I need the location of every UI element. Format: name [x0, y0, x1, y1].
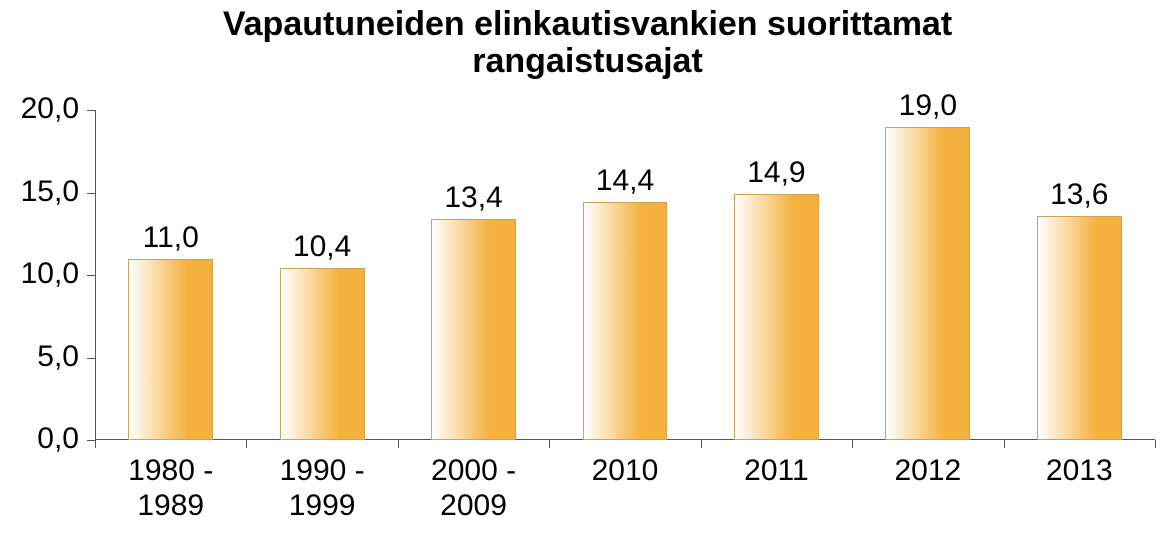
- bar-chart: Vapautuneiden elinkautisvankien suoritta…: [0, 0, 1175, 551]
- y-tick-label: 15,0: [0, 175, 79, 209]
- x-tick-mark: [549, 440, 550, 448]
- y-tick-label: 20,0: [0, 92, 79, 126]
- bar-value-label: 10,4: [293, 230, 351, 264]
- x-tick-mark: [246, 440, 247, 448]
- x-tick-mark: [398, 440, 399, 448]
- x-tick-label: 1990 - 1999: [246, 454, 397, 523]
- bar-rect: [583, 202, 668, 440]
- y-tick-mark: [87, 358, 95, 359]
- y-tick-label: 0,0: [0, 422, 79, 456]
- bar-value-label: 14,4: [596, 164, 654, 198]
- bar-rect: [280, 268, 365, 440]
- chart-title: Vapautuneiden elinkautisvankien suoritta…: [0, 6, 1175, 81]
- y-tick-mark: [87, 275, 95, 276]
- bar: 13,6: [1037, 110, 1122, 440]
- bar-value-label: 11,0: [143, 221, 199, 255]
- bar: 13,4: [431, 110, 516, 440]
- bar: 14,4: [583, 110, 668, 440]
- x-tick-label: 1980 - 1989: [95, 454, 246, 523]
- x-tick-mark: [701, 440, 702, 448]
- y-tick-mark: [87, 110, 95, 111]
- x-tick-mark: [1155, 440, 1156, 448]
- x-tick-label: 2000 - 2009: [398, 454, 549, 523]
- bar-rect: [734, 194, 819, 440]
- bar-rect: [1037, 216, 1122, 440]
- x-tick-label: 2011: [701, 454, 852, 489]
- x-tick-label: 2013: [1004, 454, 1155, 489]
- bar-value-label: 19,0: [899, 89, 957, 123]
- plot-area: 11,0 10,4 13,4 14,4 14,9 19,0 13,6: [95, 110, 1155, 440]
- bar-rect: [128, 259, 213, 441]
- x-tick-mark: [852, 440, 853, 448]
- bars-layer: 11,0 10,4 13,4 14,4 14,9 19,0 13,6: [95, 110, 1155, 440]
- x-tick-label: 2012: [852, 454, 1003, 489]
- y-tick-mark: [87, 440, 95, 441]
- y-tick-mark: [87, 193, 95, 194]
- x-tick-mark: [1004, 440, 1005, 448]
- x-tick-mark: [95, 440, 96, 448]
- bar-value-label: 13,6: [1050, 178, 1108, 212]
- bar: 19,0: [885, 110, 970, 440]
- bar-value-label: 14,9: [747, 156, 805, 190]
- bar: 10,4: [280, 110, 365, 440]
- y-tick-label: 5,0: [0, 340, 79, 374]
- x-tick-label: 2010: [549, 454, 700, 489]
- bar: 14,9: [734, 110, 819, 440]
- y-tick-label: 10,0: [0, 257, 79, 291]
- bar-rect: [885, 127, 970, 441]
- bar: 11,0: [128, 110, 213, 440]
- bar-rect: [431, 219, 516, 440]
- bar-value-label: 13,4: [444, 181, 502, 215]
